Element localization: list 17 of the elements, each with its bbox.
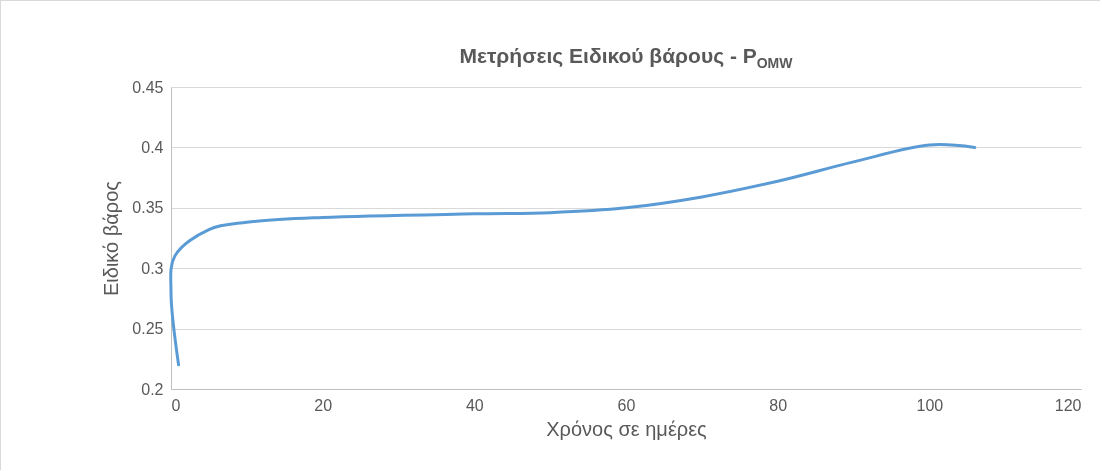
- x-axis-title: Χρόνος σε ημέρες: [546, 417, 708, 440]
- x-tick-label: 20: [314, 396, 333, 414]
- y-tick-label: 0.2: [141, 380, 164, 398]
- y-tick-label: 0.3: [141, 259, 164, 277]
- line-series: [169, 143, 977, 367]
- x-tick-label: 60: [617, 396, 636, 414]
- x-tick-label: 40: [465, 396, 484, 414]
- chart-title: Μετρήσεις Ειδικού βάρους - P$_{OMW}$: [458, 43, 794, 74]
- y-axis-title: Ειδικό βάρος: [100, 180, 123, 296]
- y-tick-label: 0.45: [132, 78, 164, 96]
- y-tick-label: 0.4: [141, 138, 164, 156]
- x-tick-label: 100: [916, 396, 944, 414]
- x-tick-label: 80: [769, 396, 788, 414]
- x-tick-label: 120: [1054, 396, 1082, 414]
- y-tick-label: 0.25: [132, 320, 164, 338]
- x-tick-label: 0: [171, 396, 181, 414]
- y-tick-label: 0.35: [132, 199, 164, 217]
